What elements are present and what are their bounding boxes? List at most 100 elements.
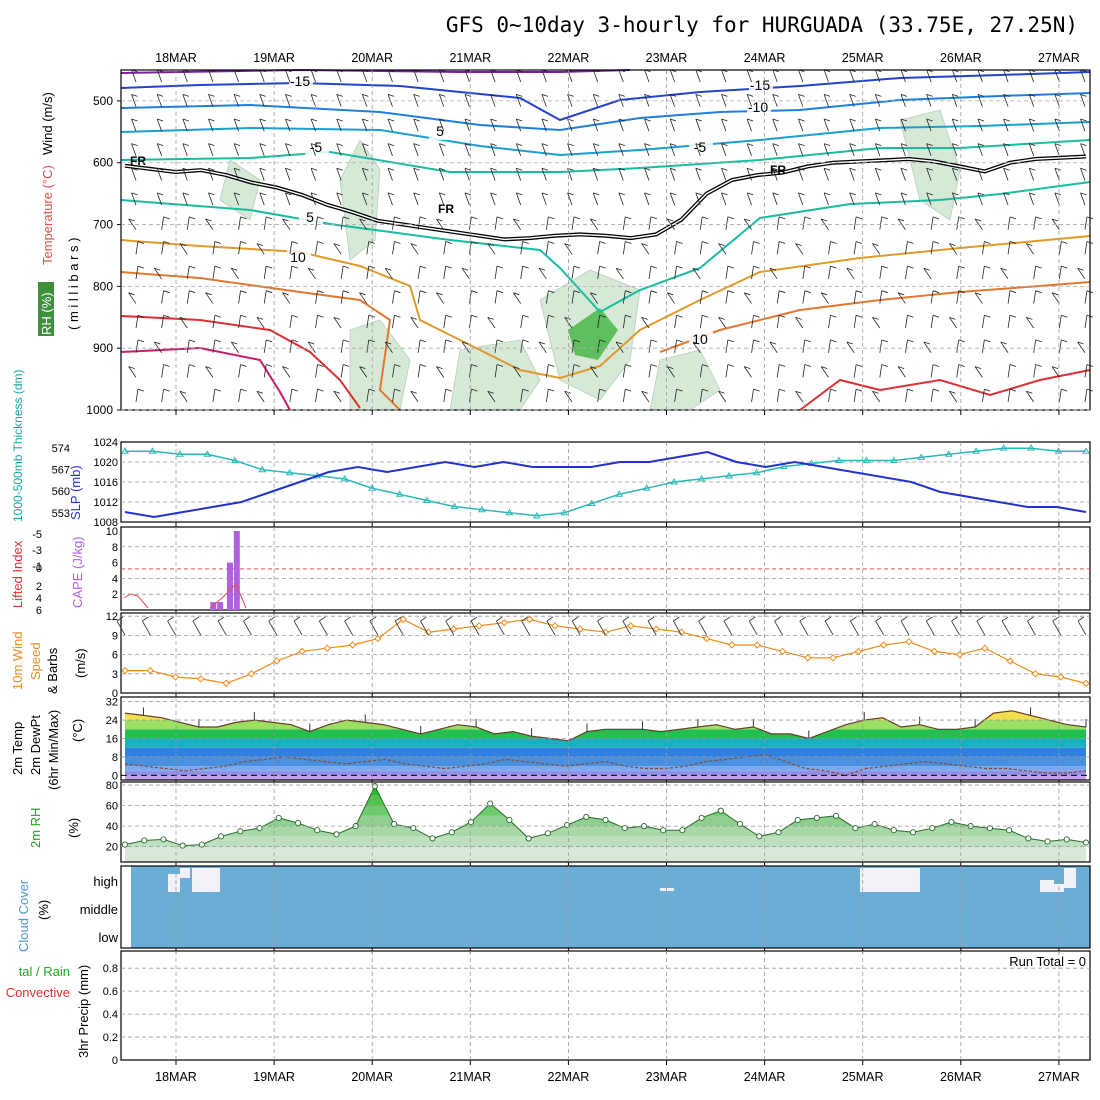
upper-wind-barb [1007, 389, 1011, 403]
upper-wind-barb-flag [804, 216, 811, 220]
upper-wind-barb-flag [234, 167, 241, 171]
upper-wind-barb-flag [439, 167, 446, 171]
upper-wind-barb [879, 290, 883, 304]
rh2m-marker [717, 807, 724, 814]
thickness-marker [697, 474, 706, 482]
upper-wind-barb-flag [875, 192, 882, 196]
upper-wind-barb [410, 317, 419, 329]
upper-wind-barb-flag [1029, 94, 1036, 97]
upper-wind-barb-flag [522, 314, 529, 318]
upper-wind-barb-flag [387, 143, 395, 147]
upper-wind-barb [259, 69, 265, 83]
upper-wind-barb-flag [548, 241, 555, 244]
upper-wind-barb [387, 192, 393, 206]
upper-wind-barb [469, 216, 472, 230]
wind10m-barb [167, 620, 176, 636]
upper-wind-barb [949, 317, 958, 329]
upper-wind-barb-flag [131, 94, 138, 97]
upper-wind-barb-flag [1003, 167, 1010, 171]
upper-wind-barb [208, 168, 214, 181]
wind10m-barb-flag [344, 616, 351, 622]
rh2m-marker [1082, 839, 1090, 846]
wind10m-barb-flag [900, 616, 908, 622]
upper-wind-barb [1007, 364, 1011, 378]
upper-wind-barb [982, 241, 985, 255]
upper-wind-barb [413, 69, 419, 83]
wind10m-barb [824, 620, 834, 636]
upper-wind-barb-flag [157, 118, 164, 122]
upper-wind-barb [923, 267, 932, 280]
upper-wind-barb-flag [823, 192, 831, 196]
upper-wind-barb-flag [573, 290, 581, 294]
contour-label-bg [287, 250, 311, 266]
rh2m-marker [813, 814, 820, 821]
upper-wind-barb-flag [419, 265, 427, 269]
upper-wind-barb [648, 290, 652, 304]
lifted-index-line [209, 583, 247, 609]
precip-axis-label: 3hr Precip (mm) [76, 965, 91, 1058]
wind10m-barb-flag [116, 616, 124, 622]
upper-wind-barb [695, 143, 701, 156]
upper-wind-barb-flag [625, 216, 632, 220]
upper-wind-barb [1077, 267, 1086, 280]
upper-wind-barb [853, 389, 857, 403]
upper-wind-barb [926, 192, 932, 206]
upper-wind-barb-flag [881, 265, 888, 269]
upper-wind-barb [699, 364, 703, 378]
upper-wind-barb [1033, 216, 1037, 230]
upper-wind-barb-flag [798, 94, 805, 97]
upper-wind-barb [592, 94, 599, 107]
upper-wind-barb [289, 266, 293, 279]
day-labels-bottom: 18MAR 19MAR 20MAR 21MAR 22MAR 23MAR 24MAR 25MAR… [155, 1070, 1080, 1084]
upper-wind-barb [977, 118, 983, 132]
day-label-top: 27MAR [1038, 51, 1080, 65]
wind10m-barb [1027, 620, 1036, 636]
upper-wind-barb [285, 168, 291, 181]
upper-wind-barb [1084, 216, 1088, 230]
upper-wind-barb-flag [1080, 94, 1087, 97]
upper-wind-barb [769, 267, 778, 280]
thickness-marker [423, 496, 431, 503]
upper-wind-barb-flag [189, 265, 196, 269]
upper-wind-barb [1051, 366, 1060, 378]
upper-wind-barb [776, 315, 780, 329]
day-label-bottom: 23MAR [646, 1070, 688, 1084]
upper-wind-barb [718, 391, 727, 403]
temperature-contour [659, 281, 1091, 353]
upper-wind-barb-flag [128, 218, 135, 222]
upper-wind-barb-flag [439, 118, 446, 122]
wind10m-barb-flag [268, 616, 275, 622]
rh2m-marker [448, 829, 455, 836]
upper-wind-barb-flag [471, 241, 478, 244]
rh2m-marker [1006, 827, 1013, 834]
upper-wind-barb [1028, 192, 1035, 206]
upper-wind-barb [743, 292, 752, 304]
upper-wind-barb [853, 364, 857, 378]
upper-wind-barb-flag [875, 167, 882, 171]
upper-wind-barb [135, 389, 139, 403]
upper-wind-barb-flag [471, 216, 478, 220]
upper-wind-barb-flag [182, 143, 189, 147]
upper-wind-barb-flag [644, 94, 651, 97]
upper-wind-barb [438, 118, 445, 132]
upper-wind-barb-flag [958, 290, 965, 294]
upper-wind-barb-flag [291, 241, 298, 244]
rh-axis-label: RH (%) [39, 292, 54, 335]
upper-wind-barb [798, 118, 804, 132]
upper-wind-barb [1084, 290, 1088, 304]
upper-wind-barb-flag [702, 290, 709, 294]
upper-wind-barb-flag [753, 265, 760, 269]
precip-frame [120, 950, 1091, 1061]
upper-wind-barb-flag [436, 292, 443, 296]
upper-wind-barb-flag [667, 292, 674, 296]
upper-wind-barb-flag [163, 241, 170, 244]
upper-wind-barb [648, 216, 652, 230]
wind10m-barb [925, 620, 935, 636]
upper-wind-barb [464, 143, 470, 156]
upper-wind-barb-flag [413, 143, 420, 147]
upper-wind-barb-flag [439, 94, 446, 97]
upper-wind-barb-flag [154, 341, 161, 345]
upper-wind-barb-flag [548, 216, 555, 220]
wind10m-marker [197, 675, 205, 683]
upper-wind-barb-flag [1009, 364, 1017, 367]
